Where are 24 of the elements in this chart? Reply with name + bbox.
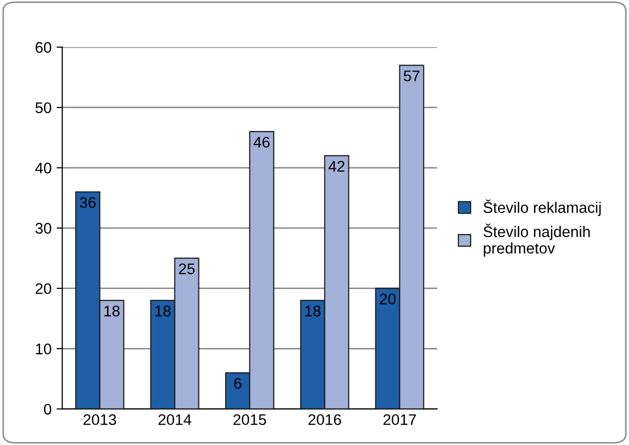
y-tick-label: 50 xyxy=(35,102,52,114)
y-tick-label: 10 xyxy=(36,344,52,354)
data-label: 42 xyxy=(328,160,344,172)
y-tick-label: 0 xyxy=(44,404,52,415)
data-label: 20 xyxy=(380,294,396,304)
data-label: 46 xyxy=(254,136,270,148)
y-tick-label: 60 xyxy=(36,42,52,53)
data-label: 18 xyxy=(155,306,171,316)
data-label: 18 xyxy=(104,306,120,316)
data-label: 25 xyxy=(179,263,195,274)
y-tick-label: 40 xyxy=(35,162,52,174)
y-tick-label: 20 xyxy=(36,283,52,294)
x-tick-label: 2014 xyxy=(158,414,192,426)
legend-label: Število najdenih predmetov xyxy=(484,224,590,257)
x-tick-label: 2015 xyxy=(233,414,266,426)
data-label: 18 xyxy=(305,306,321,316)
x-tick-label: 2013 xyxy=(84,414,116,426)
x-tick-label: 2017 xyxy=(383,414,416,426)
data-label: 6 xyxy=(234,378,242,389)
legend-label: Število reklamacij xyxy=(484,199,601,216)
data-label: 57 xyxy=(404,70,420,82)
data-label: 36 xyxy=(80,197,96,208)
y-tick-label: 30 xyxy=(35,222,52,234)
x-tick-label: 2016 xyxy=(308,414,342,426)
